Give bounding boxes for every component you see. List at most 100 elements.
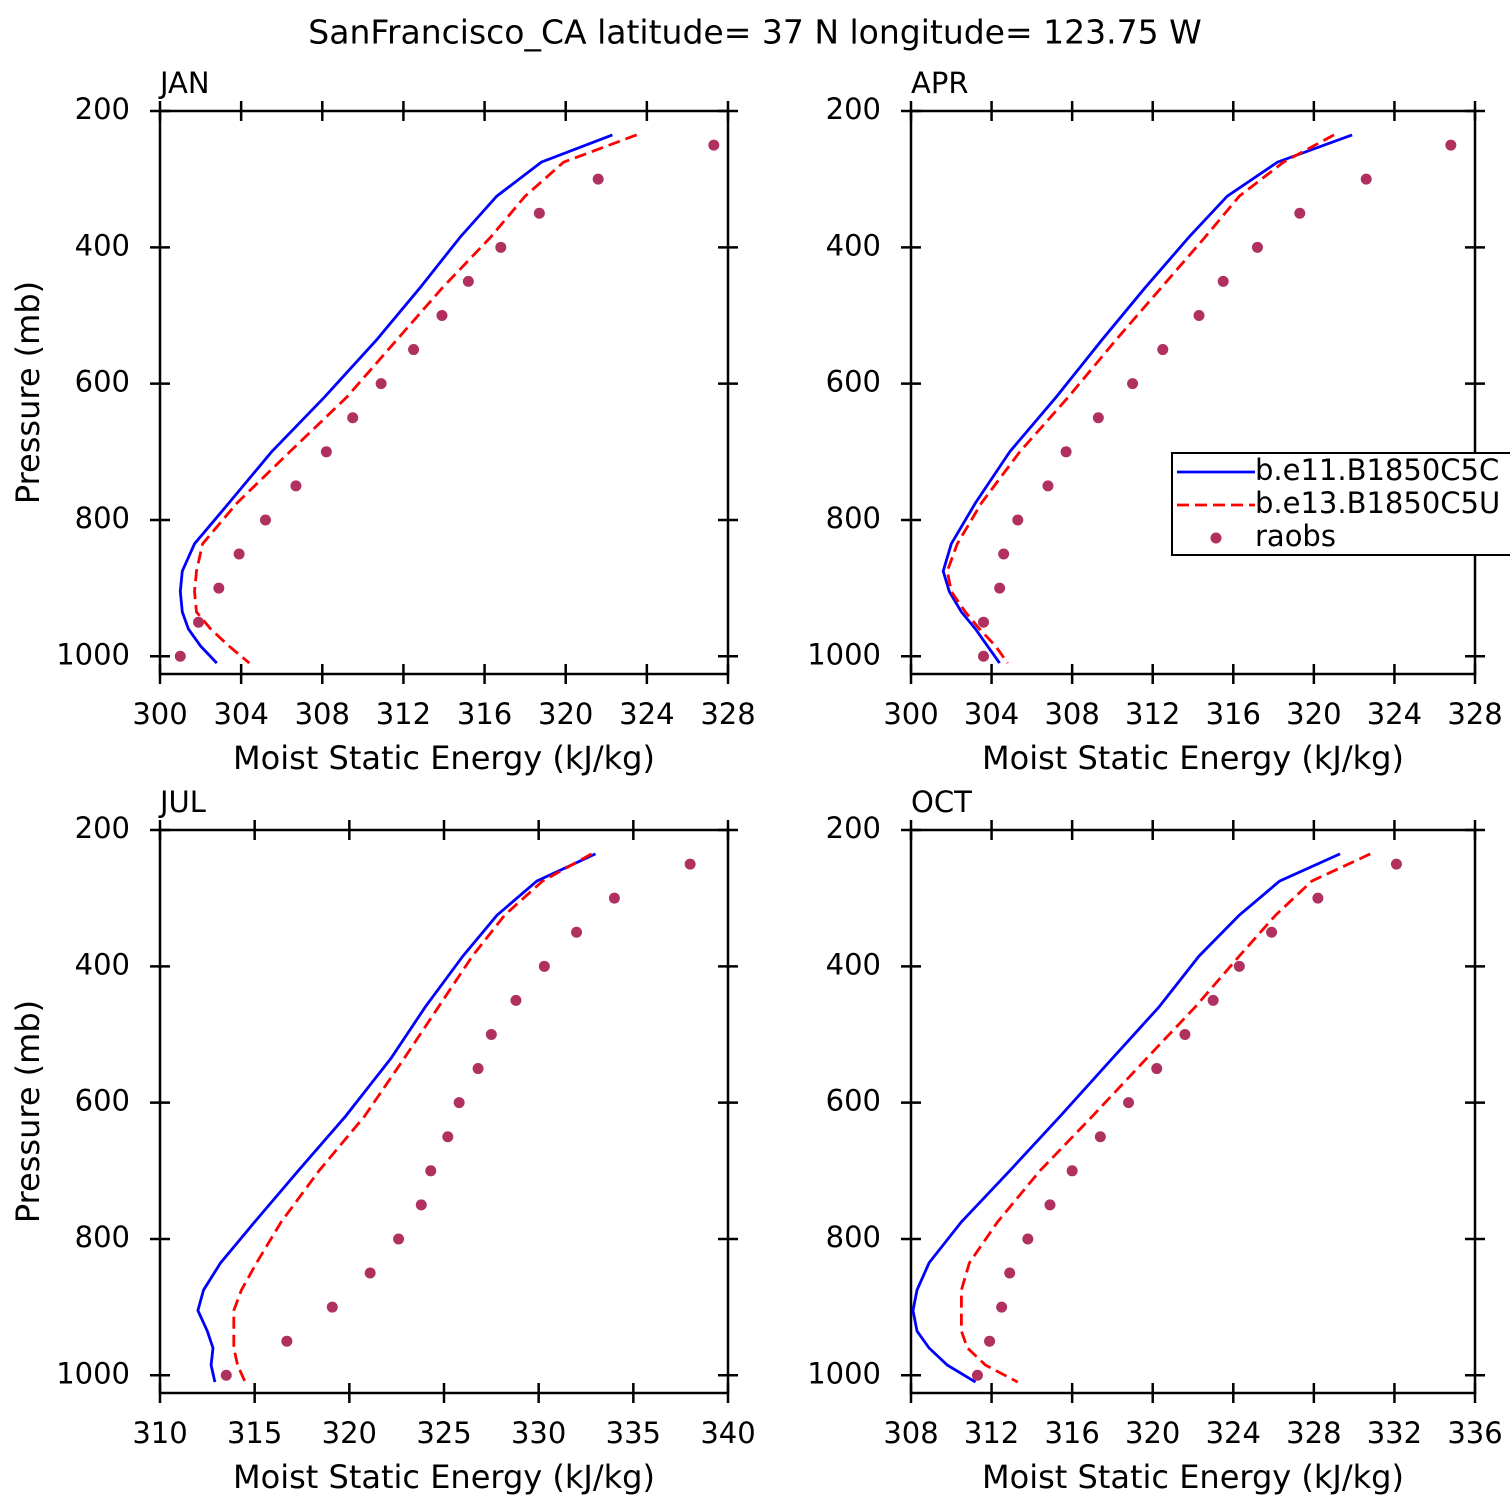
- x-tick-label: 300: [132, 697, 187, 731]
- panel-title: OCT: [911, 785, 972, 819]
- page-title: SanFrancisco_CA latitude= 37 N longitude…: [308, 13, 1201, 52]
- x-tick-label: 316: [457, 697, 512, 731]
- y-tick-label: 400: [826, 228, 881, 262]
- y-tick-label: 1000: [56, 637, 130, 671]
- raob-point: [1251, 241, 1263, 253]
- y-tick-label: 400: [826, 947, 881, 981]
- x-tick-label: 328: [1447, 697, 1502, 731]
- raob-point: [326, 1301, 338, 1313]
- raob-point: [978, 616, 990, 628]
- raob-point: [415, 1199, 427, 1211]
- raob-point: [233, 548, 245, 560]
- raob-point: [994, 582, 1006, 594]
- legend-box: [1171, 452, 1510, 556]
- x-tick-label: 340: [700, 1416, 755, 1450]
- profile-line: [945, 133, 1335, 664]
- x-tick-label: 312: [376, 697, 431, 731]
- plot-frame: [158, 109, 730, 676]
- y-tick-label: 600: [826, 1084, 881, 1118]
- raob-point: [462, 275, 474, 287]
- x-tick-label: 324: [619, 697, 674, 731]
- y-tick-label: 1000: [56, 1356, 130, 1390]
- raob-point: [290, 480, 302, 492]
- x-tick-label: 308: [883, 1416, 938, 1450]
- x-tick-label: 320: [1286, 697, 1341, 731]
- raob-point: [1266, 926, 1278, 938]
- raob-point: [1217, 275, 1229, 287]
- panel-title: JUL: [158, 785, 206, 819]
- x-tick-label: 316: [1044, 1416, 1099, 1450]
- raob-point: [375, 378, 387, 390]
- profile-line: [960, 852, 1371, 1384]
- raob-point: [408, 344, 420, 356]
- raob-point: [174, 650, 186, 662]
- x-tick-label: 315: [227, 1416, 282, 1450]
- raob-point: [978, 650, 990, 662]
- y-tick-label: 600: [75, 1084, 130, 1118]
- raob-point: [608, 892, 620, 904]
- raob-point: [1312, 892, 1324, 904]
- x-tick-label: 300: [883, 697, 938, 731]
- x-axis-label: Moist Static Energy (kJ/kg): [982, 1458, 1404, 1496]
- raob-point: [347, 412, 359, 424]
- y-axis-label: Pressure (mb): [9, 1000, 47, 1223]
- profile-line: [941, 133, 1353, 664]
- legend-label: b.e13.B1850C5U: [1255, 486, 1500, 520]
- raob-point: [425, 1165, 437, 1177]
- raob-point: [1294, 207, 1306, 219]
- x-tick-label: 308: [295, 697, 350, 731]
- raob-point: [998, 548, 1010, 560]
- x-tick-label: 316: [1206, 697, 1261, 731]
- x-tick-label: 328: [700, 697, 755, 731]
- raob-point: [213, 582, 225, 594]
- raob-point: [259, 514, 271, 526]
- raob-point: [1151, 1063, 1163, 1075]
- raob-point: [193, 616, 205, 628]
- raob-point: [281, 1335, 293, 1347]
- y-tick-label: 200: [826, 811, 881, 845]
- raob-point: [1022, 1233, 1034, 1245]
- profile-line: [193, 133, 638, 665]
- raob-point: [436, 309, 448, 321]
- raob-point: [472, 1063, 484, 1075]
- raob-point: [453, 1097, 465, 1109]
- raob-point: [1092, 412, 1104, 424]
- raob-point: [442, 1131, 454, 1143]
- x-tick-label: 308: [1044, 697, 1099, 731]
- raob-point: [538, 960, 550, 972]
- raob-point: [1179, 1028, 1191, 1040]
- x-tick-label: 325: [416, 1416, 471, 1450]
- raob-point: [1193, 309, 1205, 321]
- raob-point: [592, 173, 604, 185]
- raob-point: [1004, 1267, 1016, 1279]
- y-tick-label: 400: [75, 947, 130, 981]
- raob-point: [984, 1335, 996, 1347]
- raob-point: [1207, 994, 1219, 1006]
- y-tick-label: 1000: [807, 1356, 881, 1390]
- raob-point: [1066, 1165, 1078, 1177]
- raob-point: [1390, 858, 1402, 870]
- x-axis-label: Moist Static Energy (kJ/kg): [233, 739, 655, 777]
- y-tick-label: 800: [826, 501, 881, 535]
- raob-point: [971, 1369, 983, 1381]
- y-tick-label: 200: [826, 92, 881, 126]
- panel-title: APR: [911, 66, 968, 100]
- raob-point: [1012, 514, 1024, 526]
- raob-point: [1044, 1199, 1056, 1211]
- raob-point: [1123, 1097, 1135, 1109]
- x-tick-label: 336: [1447, 1416, 1502, 1450]
- profile-line: [232, 852, 593, 1383]
- profile-line: [911, 852, 1341, 1384]
- legend-swatch: [1210, 532, 1222, 544]
- x-tick-label: 332: [1367, 1416, 1422, 1450]
- raob-point: [220, 1369, 232, 1381]
- x-tick-label: 312: [964, 1416, 1019, 1450]
- raob-point: [1233, 960, 1245, 972]
- raob-point: [1127, 378, 1139, 390]
- plot-frame: [909, 828, 1477, 1395]
- raob-point: [364, 1267, 376, 1279]
- y-axis-label: Pressure (mb): [9, 281, 47, 504]
- x-tick-label: 328: [1286, 1416, 1341, 1450]
- raob-point: [495, 241, 507, 253]
- x-axis-label: Moist Static Energy (kJ/kg): [982, 739, 1404, 777]
